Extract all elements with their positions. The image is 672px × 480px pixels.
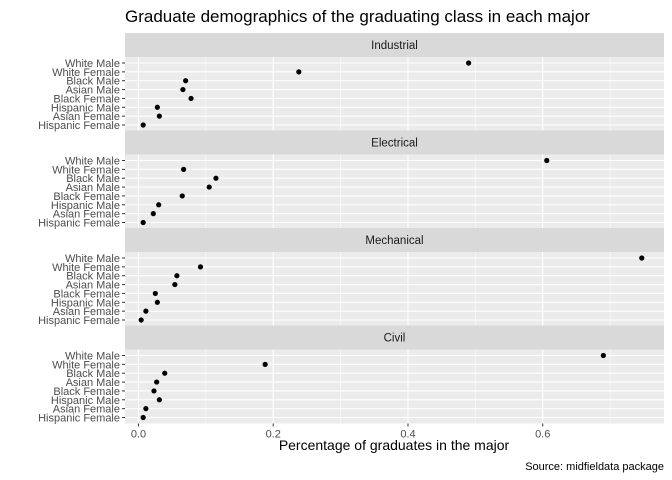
x-tick-label: 0.6	[535, 429, 550, 441]
data-point	[197, 264, 204, 270]
data-point	[152, 290, 158, 297]
y-tick-label: White Female	[52, 262, 120, 274]
y-tick-label: Hispanic Male	[51, 395, 120, 407]
y-tick-label: Hispanic Female	[38, 120, 120, 132]
data-point	[183, 78, 189, 84]
facet-strip-label: Industrial	[371, 40, 418, 52]
facet-strip-label: Electrical	[371, 138, 418, 150]
y-tick-label: Hispanic Female	[38, 218, 120, 230]
panel-background	[125, 349, 664, 424]
facet-strip	[125, 325, 664, 350]
data-point	[140, 122, 146, 128]
data-point	[262, 361, 268, 367]
x-tick-label: 0.0	[131, 429, 146, 441]
data-point	[150, 211, 156, 217]
data-point	[162, 370, 168, 376]
data-point	[140, 414, 146, 421]
data-point	[206, 184, 212, 190]
data-point	[639, 255, 645, 261]
data-point	[143, 406, 149, 412]
y-tick-label: Asian Female	[53, 111, 120, 123]
x-tick-label: 0.2	[266, 429, 281, 441]
y-tick-label: Hispanic Female	[38, 413, 120, 425]
data-point	[179, 193, 185, 199]
facet-strip	[125, 130, 664, 155]
y-tick-label: Hispanic Male	[51, 297, 120, 309]
data-point	[156, 397, 162, 403]
data-point	[188, 95, 194, 102]
facet-strip	[125, 228, 664, 252]
y-tick-label: Asian Male	[66, 182, 120, 194]
chart-caption: Source: midfieldata package	[525, 461, 664, 473]
y-tick-label: Black Female	[53, 93, 120, 105]
y-tick-label: White Male	[65, 156, 120, 168]
y-tick-label: Hispanic Female	[38, 315, 120, 327]
data-point	[466, 60, 472, 66]
data-point	[138, 317, 144, 323]
data-point	[180, 86, 186, 93]
y-tick-label: Black Female	[53, 191, 120, 203]
x-axis-label: Percentage of graduates in the major	[279, 437, 510, 453]
x-axis: 0.0 0.2 0.4 0.6	[131, 423, 550, 441]
chart-title: Graduate demographics of the graduating …	[125, 7, 590, 26]
data-point	[140, 219, 146, 226]
y-tick-label: Hispanic Male	[51, 200, 120, 212]
panel-background	[125, 154, 664, 229]
data-point	[181, 166, 187, 172]
data-point	[154, 379, 160, 385]
facet-strip-label: Civil	[384, 333, 406, 345]
data-point	[156, 202, 162, 208]
data-point	[156, 113, 162, 119]
y-tick-label: Hispanic Male	[51, 102, 120, 114]
y-tick-label: White Female	[52, 164, 120, 176]
y-tick-label: White Female	[52, 359, 120, 371]
y-tick-label: White Male	[65, 351, 120, 363]
y-tick-label: White Female	[52, 67, 120, 79]
y-tick-label: Asian Male	[66, 377, 120, 389]
y-tick-label: Black Male	[66, 173, 120, 185]
facet-strip	[125, 33, 664, 57]
data-point	[154, 299, 160, 305]
data-point	[154, 104, 160, 110]
y-tick-label: Black Female	[53, 386, 120, 398]
panel-background	[125, 252, 664, 326]
y-tick-label: Black Female	[53, 288, 120, 300]
facet-strip-label: Mechanical	[365, 235, 423, 247]
y-tick-label: Black Male	[66, 271, 120, 283]
data-point	[172, 281, 178, 288]
y-tick-label: Black Male	[66, 76, 120, 88]
y-tick-label: White Male	[65, 253, 120, 265]
data-point	[151, 388, 157, 394]
data-point	[174, 273, 180, 279]
y-tick-label: Asian Male	[66, 280, 120, 292]
data-point	[213, 175, 219, 181]
y-tick-label: Black Male	[66, 368, 120, 380]
y-tick-label: Asian Female	[53, 404, 120, 416]
y-tick-label: Asian Female	[53, 209, 120, 221]
data-point	[143, 308, 149, 314]
data-point	[296, 69, 302, 75]
x-tick-label: 0.4	[400, 429, 415, 441]
y-tick-label: Asian Female	[53, 306, 120, 318]
y-tick-label: White Male	[65, 58, 120, 70]
data-point	[600, 352, 606, 359]
data-point	[544, 157, 550, 164]
y-tick-label: Asian Male	[66, 85, 120, 97]
panel-background	[125, 57, 664, 131]
